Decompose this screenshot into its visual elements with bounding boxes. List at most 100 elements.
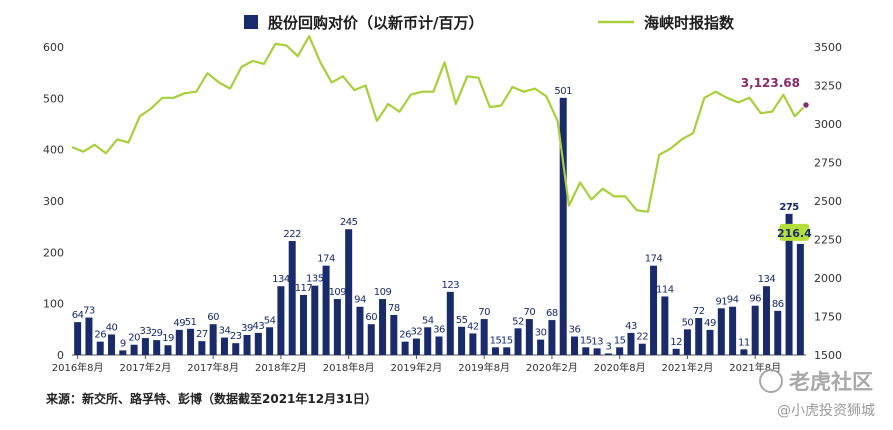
y-right-tick-label: 3500 [814, 41, 842, 54]
bar-value-label: 36 [433, 325, 445, 336]
bar-value-label: 33 [140, 326, 152, 337]
y-right-tick-label: 3000 [814, 118, 842, 131]
legend-bar-label: 股份回购对价（以新币计/百万） [268, 14, 483, 32]
bar [469, 333, 477, 355]
y-right-tick-label: 1750 [814, 311, 842, 324]
bar-value-label: 11 [738, 337, 750, 348]
bar-value-label: 29 [151, 328, 163, 339]
bar-value-label: 51 [185, 317, 197, 328]
bar-value-label: 50 [682, 317, 694, 328]
x-tick-label: 2021年2月 [662, 361, 714, 374]
bar [379, 299, 387, 355]
bar-value-label: 13 [591, 336, 603, 347]
bar [480, 319, 488, 355]
bar-value-label: 39 [241, 323, 253, 334]
bar [209, 324, 217, 355]
bar [774, 310, 782, 355]
bar-value-label: 109 [374, 287, 392, 298]
bar-value-label: 9 [120, 338, 126, 349]
bar-value-label: 109 [329, 287, 347, 298]
bar [604, 353, 612, 355]
index-line [71, 35, 807, 213]
y-left-tick-label: 400 [43, 144, 64, 157]
bar-value-label: 91 [715, 296, 727, 307]
bar [345, 229, 353, 355]
bar [164, 345, 172, 355]
bar-value-label: 60 [365, 312, 377, 323]
bar-value-label: 22 [636, 332, 648, 343]
y-right-tick-label: 1500 [814, 349, 842, 362]
bar-value-label: 72 [693, 306, 705, 317]
bar [232, 343, 240, 355]
y-right-tick-label: 3250 [814, 80, 842, 93]
bar [119, 350, 127, 355]
bar [616, 347, 624, 355]
bar [683, 329, 691, 355]
bar-value-label: 501 [554, 86, 572, 97]
bar [582, 347, 590, 355]
bar-value-label: 43 [625, 321, 637, 332]
bar [672, 348, 680, 355]
bar-value-label: 68 [546, 308, 558, 319]
bar [322, 265, 330, 355]
y-right-tick-label: 2250 [814, 234, 842, 247]
bar-value-label: 26 [94, 330, 106, 341]
bar [96, 341, 104, 355]
bar-value-label: 135 [306, 274, 324, 285]
bar [751, 305, 759, 355]
y-left-tick-label: 0 [57, 349, 64, 362]
bar [740, 349, 748, 355]
y-right-tick-label: 2500 [814, 195, 842, 208]
bar-value-label: 123 [441, 280, 459, 291]
bar [198, 341, 206, 355]
bar-value-label: 36 [569, 325, 581, 336]
bar [108, 334, 116, 355]
bar-value-label: 34 [219, 326, 231, 337]
bar-value-label: 114 [656, 284, 674, 295]
bar [593, 348, 601, 355]
bar-value-label: 70 [478, 307, 490, 318]
bar-value-label: 12 [670, 337, 682, 348]
bar [458, 326, 466, 355]
x-tick-label: 2018年8月 [323, 361, 375, 374]
bar [627, 332, 635, 355]
bar [548, 320, 556, 355]
bar [74, 322, 82, 355]
bar [762, 286, 770, 355]
legend-bar-swatch [244, 15, 258, 29]
x-tick-label: 2017年2月 [119, 361, 171, 374]
x-tick-label: 2016年8月 [52, 361, 104, 374]
bar [559, 97, 567, 355]
y-left-tick-label: 100 [43, 298, 64, 311]
bar [333, 299, 341, 355]
bar-value-label: 19 [162, 333, 174, 344]
bar [514, 328, 522, 355]
bar [141, 338, 149, 355]
x-tick-label: 2019年8月 [458, 361, 510, 374]
bar-value-label: 55 [456, 315, 468, 326]
bar [695, 318, 703, 355]
x-tick-label: 2017年8月 [187, 361, 239, 374]
bar [435, 336, 443, 355]
y-left-tick-label: 500 [43, 92, 64, 105]
bar [175, 329, 183, 355]
bar-value-label: 117 [295, 283, 313, 294]
bar-value-label: 134 [272, 274, 290, 285]
bar-value-label: 174 [317, 254, 335, 265]
y-right-tick-label: 2750 [814, 157, 842, 170]
bar-value-label: 42 [467, 321, 479, 332]
bar-value-label: 15 [501, 335, 513, 346]
bar-value-label: 32 [411, 327, 423, 338]
bar-value-label: 78 [388, 303, 400, 314]
bar [266, 327, 274, 355]
bar [796, 243, 804, 355]
bar-value-label: 96 [749, 294, 761, 305]
x-tick-label: 2018年2月 [255, 361, 307, 374]
watermark-primary: 老虎社区 [759, 366, 873, 396]
bar [706, 329, 714, 355]
bar-value-label: 27 [196, 329, 208, 340]
y-left-tick-label: 600 [43, 41, 64, 54]
bar-value-label: 30 [535, 328, 547, 339]
bar [537, 339, 545, 355]
bar [729, 306, 737, 355]
